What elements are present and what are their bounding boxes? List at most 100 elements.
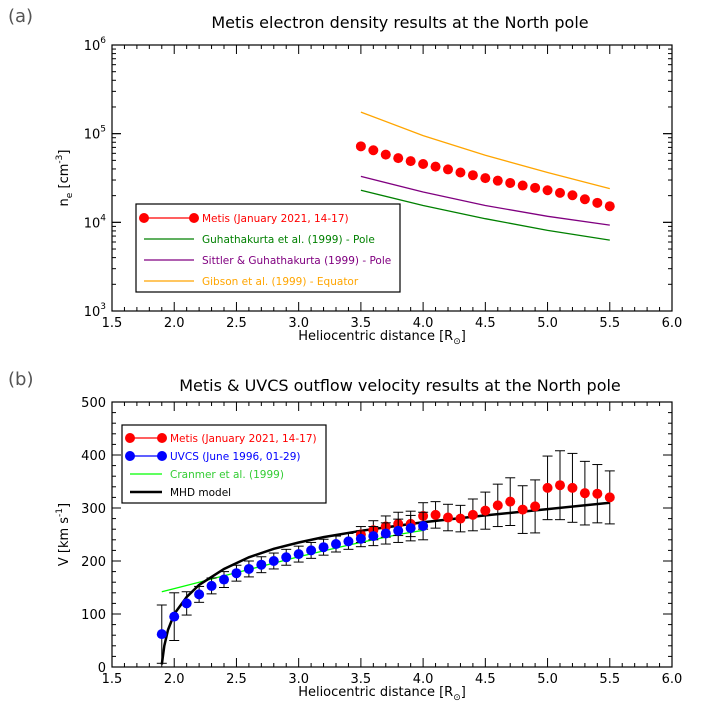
- x-axis-label-sub: ⊙: [453, 337, 461, 347]
- series-1-point: [592, 488, 603, 499]
- y-axis-label-text: n: [57, 198, 72, 206]
- x-axis-label-close: ]: [461, 685, 466, 700]
- y-axis-label-sup: -3: [55, 155, 65, 164]
- series-1-point: [380, 149, 391, 160]
- y-axis: 0 100 200 300 400 500 V [km s-1]: [55, 396, 672, 676]
- series-2-point: [405, 523, 416, 534]
- series-1-point: [480, 505, 491, 516]
- series-3-line: [360, 175, 610, 226]
- series-1-point: [492, 175, 503, 186]
- x-tick-label: 2.5: [226, 316, 247, 331]
- y-tick-label: 200: [81, 555, 106, 570]
- y-axis-label: ne [cm-3]: [55, 150, 75, 207]
- x-tick-label: 5.0: [537, 672, 558, 687]
- y-tick-label: 400: [81, 449, 106, 464]
- series-1-point: [418, 158, 429, 169]
- series-2-point: [281, 552, 292, 563]
- x-tick-label: 1.5: [102, 672, 123, 687]
- legend-swatch-marker: [157, 451, 167, 461]
- series-2-point: [306, 545, 317, 556]
- plot-frame: [111, 401, 673, 668]
- y-tick-label: 300: [81, 502, 106, 517]
- legend: Metis (January 2021, 14-17) Guhathakurta …: [135, 203, 401, 293]
- series-2-point: [206, 580, 217, 591]
- series-2-point: [318, 542, 329, 553]
- y-axis-label-close: ]: [57, 503, 72, 508]
- y-tick-exp: 3: [100, 302, 106, 312]
- legend-label: Metis (January 2021, 14-17): [202, 213, 349, 225]
- series-2-point: [181, 598, 192, 609]
- series-2-point: [368, 531, 379, 542]
- series-1-point: [355, 141, 366, 152]
- series-1-point: [555, 480, 565, 491]
- x-tick-label: 3.5: [351, 672, 372, 687]
- series-2-line: [360, 189, 610, 241]
- series-2-point: [355, 533, 366, 544]
- series-2-point: [169, 611, 180, 622]
- series-2-point: [194, 589, 205, 600]
- series-2-point: [331, 539, 341, 550]
- series-1-point: [604, 492, 615, 503]
- x-axis: 1.5 2.0 2.5 3.0 3.5 4.0 4.5 5.0 5.5 6.0 Heliocentr…: [102, 45, 683, 347]
- series-2-point: [418, 521, 429, 532]
- series-1-point: [592, 197, 603, 208]
- series-2-point: [243, 563, 254, 574]
- x-tick-label: 6.0: [662, 316, 683, 331]
- y-axis-label-text: V [km s: [57, 517, 72, 566]
- legend-label: Sittler & Guhathakurta (1999) - Pole: [202, 255, 391, 267]
- series-1-point: [604, 201, 615, 212]
- x-axis-label-close: ]: [461, 329, 466, 344]
- series-1-point: [542, 185, 553, 196]
- series-2-point: [219, 574, 229, 585]
- x-tick-label: 5.0: [537, 316, 558, 331]
- series-1-point: [455, 513, 466, 524]
- series-1-point: [480, 173, 491, 184]
- y-tick-label: 500: [81, 396, 106, 411]
- legend-label: Guhathakurta et al. (1999) - Pole: [202, 234, 375, 246]
- legend-label: MHD model: [170, 487, 231, 499]
- y-tick-base: 10: [84, 305, 101, 320]
- series-2-point: [256, 559, 267, 570]
- series-1-point: [430, 161, 441, 172]
- series-1-point: [467, 509, 478, 520]
- y-tick-label: 105: [84, 125, 106, 143]
- series-2-point: [293, 549, 304, 560]
- series-1-point: [430, 509, 441, 520]
- series-1-point: [530, 501, 541, 512]
- legend: Metis (January 2021, 14-17) UVCS (June 19…: [121, 424, 327, 504]
- x-tick-label: 1.5: [102, 316, 123, 331]
- chart-title: Metis & UVCS outflow velocity results at…: [179, 376, 621, 395]
- y-tick-label: 103: [84, 302, 106, 320]
- series-1-point: [542, 482, 553, 493]
- series-1-point: [492, 500, 503, 511]
- x-axis-label: Heliocentric distance [R⊙]: [298, 329, 466, 347]
- series-2-point: [393, 525, 404, 536]
- series-2-point: [231, 568, 242, 579]
- panel-label: (a): [8, 6, 33, 27]
- x-axis-label-text: Heliocentric distance [R: [298, 329, 453, 344]
- y-tick-exp: 6: [100, 36, 106, 46]
- x-tick-label: 4.5: [475, 316, 496, 331]
- x-tick-label: 5.5: [599, 672, 620, 687]
- legend-label: Gibson et al. (1999) - Equator: [202, 276, 359, 288]
- series-2-point: [156, 629, 167, 640]
- x-tick-label: 4.5: [475, 672, 496, 687]
- series-1-point: [467, 170, 478, 181]
- y-tick-label: 100: [81, 608, 106, 623]
- panel-b: (b) Metis & UVCS outflow velocity results…: [8, 369, 682, 703]
- panel-a: (a) Metis electron density results at the…: [8, 6, 682, 347]
- series-1-point: [443, 164, 453, 175]
- y-tick-exp: 4: [100, 213, 106, 223]
- series-4-line: [160, 501, 610, 665]
- x-axis-label: Heliocentric distance [R⊙]: [298, 685, 466, 703]
- series-1-point: [455, 167, 466, 178]
- series-1-point: [443, 512, 453, 523]
- y-tick-label: 106: [84, 36, 107, 54]
- x-axis: 1.5 2.0 2.5 3.0 3.5 4.0 4.5 5.0 5.5 6.0 Heliocentr…: [102, 402, 682, 703]
- y-axis-label-sup: -1: [55, 508, 65, 517]
- series-1-point: [579, 194, 590, 205]
- series-4-line: [360, 111, 610, 190]
- panel-label: (b): [8, 369, 33, 390]
- y-tick-base: 10: [84, 128, 101, 143]
